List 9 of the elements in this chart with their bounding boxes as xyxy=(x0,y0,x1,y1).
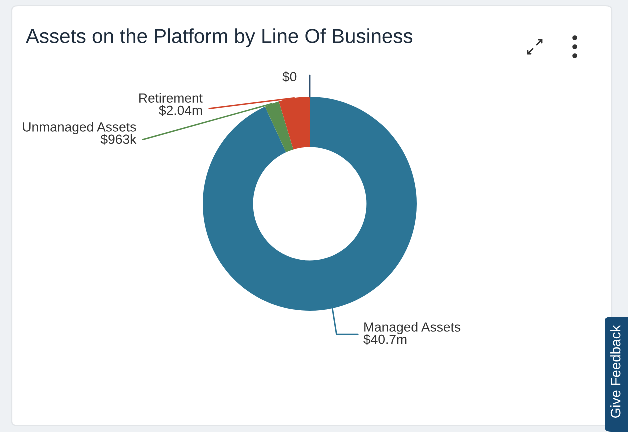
chart-title: Assets on the Platform by Line Of Business xyxy=(26,28,413,48)
data-label: $2.04m xyxy=(159,105,202,116)
data-label: $40.7m xyxy=(364,334,407,346)
text: Give Feedback xyxy=(610,325,621,418)
slice-label: Retirement xyxy=(140,93,203,103)
data-label: $963k xyxy=(100,134,137,145)
slice-label: Unmanaged Assets xyxy=(23,122,136,134)
slice-label: Managed Assets xyxy=(364,322,461,335)
text: $0 xyxy=(282,72,297,82)
